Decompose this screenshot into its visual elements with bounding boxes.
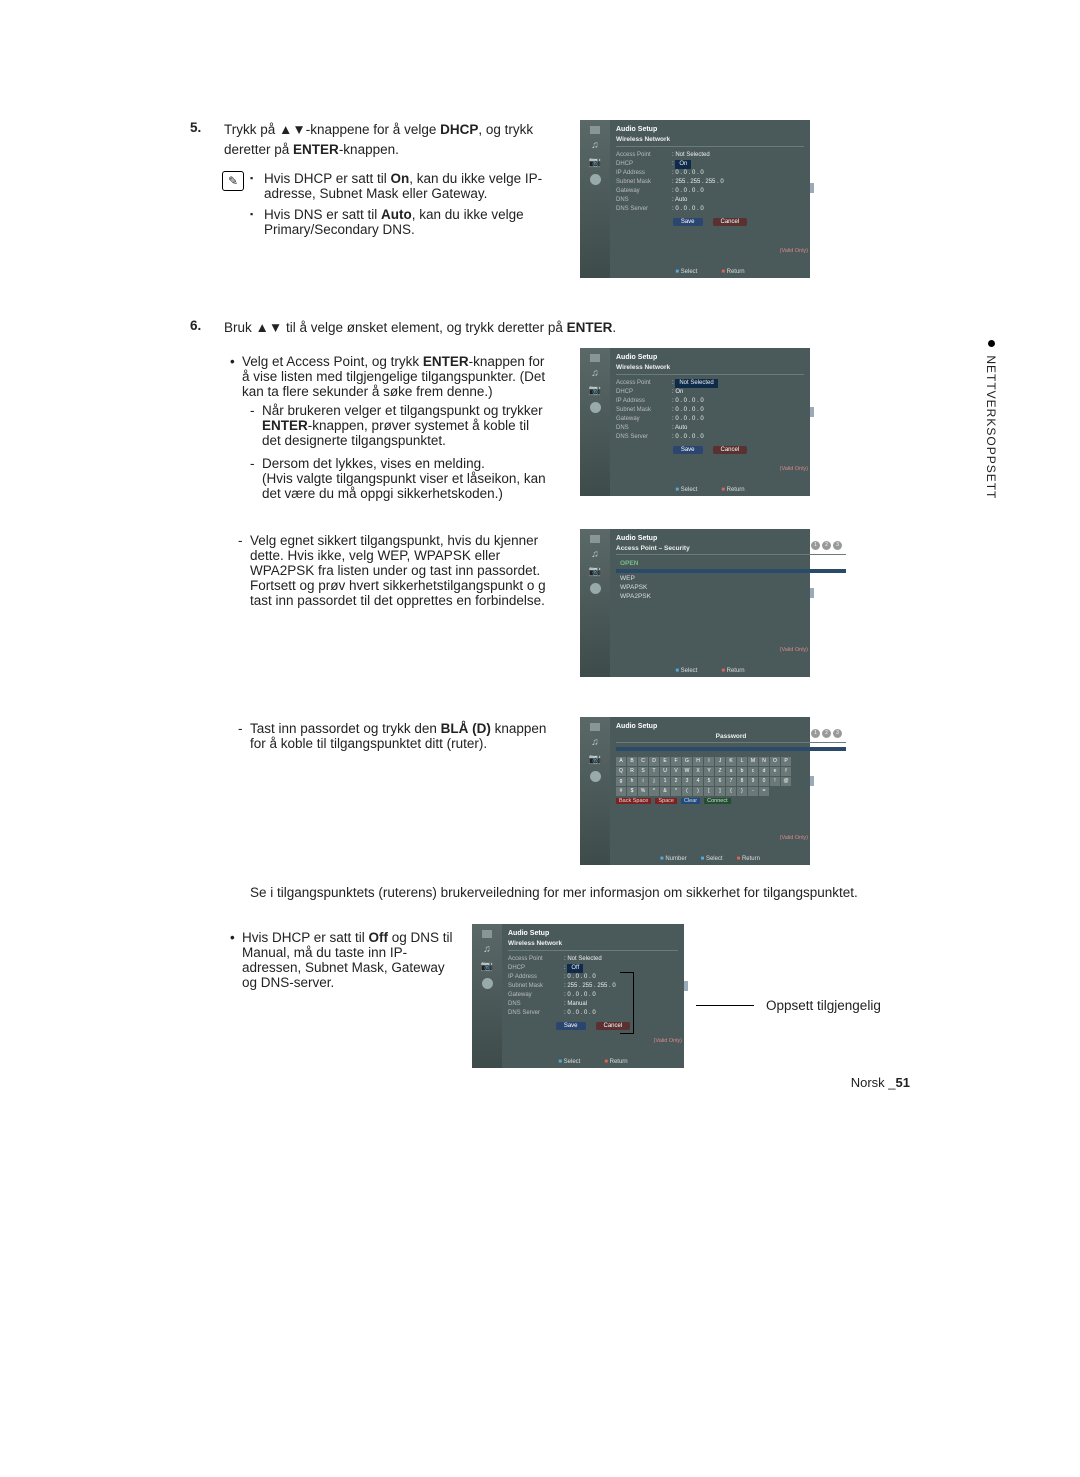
step-6-text: Bruk ▲▼ til å velge ønsket element, og t… (224, 318, 824, 338)
step-number: 5. (190, 120, 206, 135)
dash-item: Velg egnet sikkert tilgangspunkt, hvis d… (238, 533, 550, 608)
callout-label: Oppsett tilgjengelig (766, 998, 881, 1013)
bullet: Hvis DHCP er satt til Off og DNS til Man… (230, 930, 460, 990)
screenshot-password: ♫📷 Audio Setup Password 123 ABCDEFGHIJKL… (580, 717, 810, 865)
dash-item: Dersom det lykkes, vises en melding. (Hv… (250, 456, 550, 501)
callout-line (696, 1005, 754, 1006)
notes: Hvis DHCP er satt til On, kan du ikke ve… (250, 171, 550, 243)
screenshot-dhcp-off: ♫📷 Audio Setup Wireless Network Access P… (472, 924, 684, 1068)
dash-item: Tast inn passordet og trykk den BLÅ (D) … (238, 721, 550, 751)
tab-label: NETTVERKSOPPSETT (984, 355, 998, 499)
screenshot-ap-select: ♫📷 Audio Setup Wireless Network Access P… (580, 348, 810, 496)
section-tab: NETTVERKSOPPSETT (984, 340, 998, 499)
tab-dot (988, 340, 995, 347)
bullet: Velg et Access Point, og trykk ENTER-kna… (230, 354, 550, 501)
screenshot-security: ♫📷 Audio Setup Access Point – Security 1… (580, 529, 810, 677)
screenshot-dhcp-on: ♫📷 Audio Setup Wireless Network Access P… (580, 120, 810, 278)
step-number: 6. (190, 318, 206, 333)
dash-item: Når brukeren velger et tilgangspunkt og … (250, 403, 550, 448)
step-5-row: 5. Trykk på ▲▼-knappene for å velge DHCP… (190, 120, 930, 278)
note-icon: ✎ (222, 171, 244, 191)
page-footer: Norsk _51 (851, 1075, 910, 1090)
step-5-text: Trykk på ▲▼-knappene for å velge DHCP, o… (224, 120, 550, 159)
helper-text: Se i tilgangspunktets (ruterens) brukerv… (190, 885, 930, 900)
